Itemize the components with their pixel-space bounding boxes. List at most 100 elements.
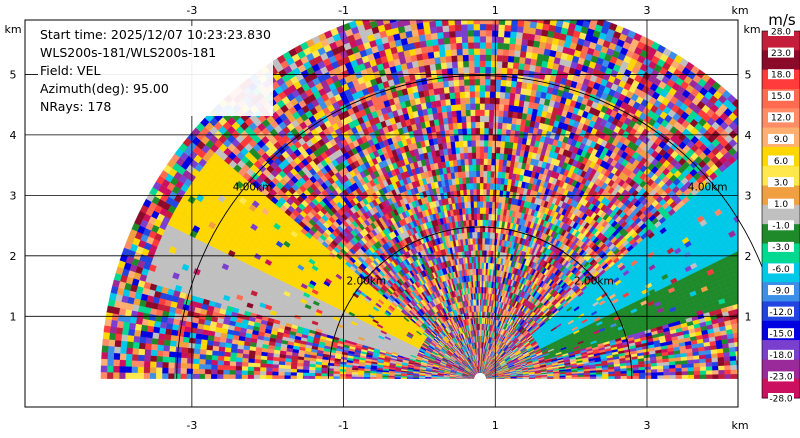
velocity-cell	[351, 376, 358, 379]
velocity-cell	[420, 46, 429, 54]
velocity-cell	[150, 355, 157, 362]
velocity-cell	[129, 316, 138, 324]
velocity-cell	[144, 348, 152, 356]
velocity-cell	[375, 20, 379, 21]
velocity-cell	[137, 372, 144, 379]
velocity-cell	[155, 361, 163, 368]
velocity-cell	[168, 351, 176, 358]
velocity-cell	[192, 358, 200, 365]
velocity-cell	[120, 340, 128, 348]
velocity-cell	[248, 358, 255, 363]
velocity-cell	[235, 365, 243, 371]
velocity-cell	[235, 374, 242, 379]
velocity-cell	[216, 373, 224, 379]
velocity-cell	[265, 374, 273, 379]
velocity-cell	[302, 369, 310, 373]
velocity-cell	[314, 369, 322, 374]
velocity-cell	[432, 81, 439, 90]
velocity-cell	[235, 361, 243, 367]
velocity-cell	[422, 21, 431, 29]
velocity-cell	[284, 375, 291, 379]
velocity-cell	[193, 353, 200, 360]
velocity-cell	[430, 32, 439, 40]
velocity-cell	[266, 363, 273, 368]
velocity-cell	[394, 8, 402, 15]
velocity-cell	[194, 343, 202, 350]
velocity-cell	[199, 353, 207, 360]
velocity-cell	[387, 9, 395, 17]
velocity-cell	[138, 348, 146, 356]
velocity-cell	[101, 345, 109, 353]
velocity-cell	[217, 360, 224, 366]
velocity-cell	[143, 366, 151, 374]
velocity-cell	[402, 20, 404, 21]
velocity-cell	[439, 93, 446, 101]
velocity-cell	[157, 338, 165, 346]
velocity-cell	[125, 353, 133, 361]
velocity-cell	[198, 373, 206, 379]
velocity-cell	[110, 319, 118, 328]
velocity-cell	[217, 355, 225, 361]
velocity-cell	[174, 351, 182, 358]
velocity-cell	[192, 373, 199, 379]
velocity-cell	[440, 99, 447, 107]
velocity-cell	[278, 371, 285, 376]
velocity-cell	[278, 367, 285, 373]
velocity-cell	[229, 365, 236, 371]
velocity-cell	[382, 376, 389, 379]
velocity-cell	[127, 328, 136, 336]
velocity-cell	[419, 40, 428, 48]
velocity-cell	[210, 364, 218, 370]
velocity-cell	[119, 353, 127, 361]
velocity-cell	[146, 325, 155, 333]
velocity-cell	[131, 372, 138, 379]
velocity-cell	[143, 372, 150, 379]
velocity-cell	[137, 354, 145, 362]
velocity-cell	[158, 332, 166, 340]
velocity-cell	[103, 325, 111, 333]
velocity-cell	[414, 4, 422, 11]
velocity-cell	[144, 343, 152, 350]
velocity-cell	[125, 359, 133, 367]
velocity-cell	[345, 373, 352, 377]
velocity-cell	[180, 357, 188, 364]
velocity-cell	[107, 345, 115, 354]
velocity-cell	[152, 332, 160, 339]
velocity-cell	[253, 366, 261, 372]
velocity-cell	[112, 372, 120, 379]
velocity-cell	[174, 367, 181, 374]
velocity-cell	[113, 352, 121, 360]
velocity-cell	[433, 50, 441, 58]
velocity-cell	[290, 371, 297, 376]
velocity-cell	[253, 370, 261, 376]
velocity-cell	[155, 372, 163, 379]
velocity-cell	[111, 313, 119, 321]
velocity-cell	[389, 20, 397, 24]
velocity-cell	[290, 368, 298, 373]
velocity-cell	[210, 369, 218, 375]
velocity-cell	[417, 28, 426, 36]
velocity-cell	[180, 352, 188, 359]
velocity-cell	[423, 27, 432, 35]
velocity-cell	[193, 348, 201, 355]
velocity-cell	[308, 369, 316, 374]
velocity-cell	[296, 375, 303, 379]
velocity-cell	[211, 354, 219, 361]
velocity-cell	[131, 354, 139, 361]
velocity-cell	[424, 64, 431, 72]
velocity-cell	[272, 360, 280, 365]
velocity-cell	[296, 368, 304, 373]
velocity-cell	[174, 357, 182, 364]
velocity-cell	[169, 340, 177, 347]
velocity-cell	[139, 336, 147, 344]
velocity-cell	[137, 366, 145, 373]
velocity-cell	[351, 374, 358, 377]
velocity-cell	[381, 11, 389, 19]
velocity-cell	[155, 367, 163, 374]
velocity-cell	[278, 375, 285, 379]
velocity-cell	[434, 56, 442, 65]
velocity-cell	[314, 375, 322, 379]
velocity-cell	[435, 62, 442, 71]
velocity-cell	[333, 373, 340, 377]
velocity-cell	[108, 332, 117, 341]
